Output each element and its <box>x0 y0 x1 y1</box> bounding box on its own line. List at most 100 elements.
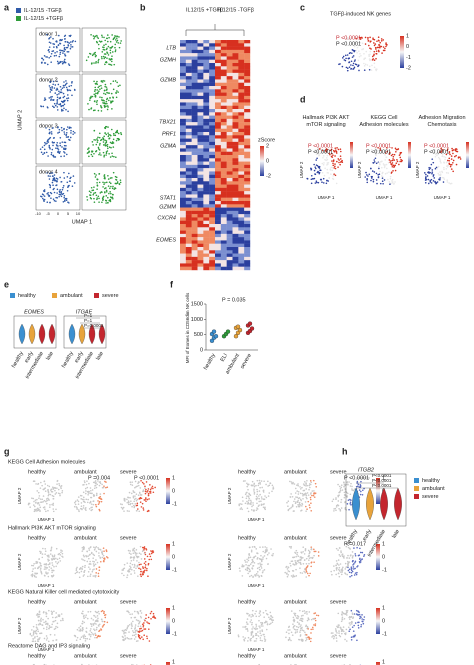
cell-dot <box>314 167 317 170</box>
cell-dot <box>31 570 34 573</box>
cell-dot <box>42 618 44 621</box>
umap-cloud <box>29 609 64 643</box>
cell-dot <box>305 566 308 569</box>
cell-dot <box>258 500 261 503</box>
cell-dot <box>340 160 343 163</box>
cell-dot <box>86 550 88 553</box>
cell-dot <box>140 627 142 630</box>
cell-dot <box>60 105 63 108</box>
cell-dot <box>68 127 71 129</box>
cell-dot <box>373 50 376 53</box>
heatmap-cell <box>191 66 198 70</box>
heatmap-cell <box>185 138 192 143</box>
cell-dot <box>295 505 298 508</box>
cell-dot <box>359 551 362 554</box>
cell-dot <box>256 493 259 496</box>
heatmap-cell <box>180 40 187 44</box>
cell-dot <box>93 172 96 175</box>
cell-dot <box>140 553 142 555</box>
cell-dot <box>105 200 108 202</box>
cell-dot <box>98 502 101 504</box>
heatmap-cell <box>215 102 222 106</box>
cell-dot <box>124 500 126 502</box>
heatmap-cell <box>232 125 239 129</box>
cell-dot <box>115 139 118 142</box>
heatmap-cell <box>220 240 227 244</box>
cell-dot <box>297 490 300 493</box>
cell-dot <box>85 507 87 509</box>
cell-dot <box>56 487 58 489</box>
cell-dot <box>253 491 256 494</box>
cell-dot <box>58 128 61 131</box>
cell-dot <box>426 175 429 177</box>
heatmap-cell <box>203 210 210 215</box>
heatmap-cell <box>197 243 204 248</box>
cell-dot <box>90 186 93 189</box>
cell-dot <box>87 555 89 557</box>
heatmap-cell <box>215 135 222 139</box>
cell-dot <box>340 498 343 501</box>
cell-dot <box>134 486 136 489</box>
heatmap-cell <box>197 266 204 271</box>
cell-dot <box>51 105 54 108</box>
cell-dot <box>306 177 309 180</box>
cell-dot <box>450 158 453 160</box>
cell-dot <box>136 611 139 613</box>
cell-dot <box>309 496 312 499</box>
cell-dot <box>39 563 42 565</box>
heatmap-cell <box>185 86 192 90</box>
cell-dot <box>272 488 274 490</box>
cell-dot <box>344 507 347 510</box>
cell-dot <box>115 156 117 159</box>
heatmap-cell <box>209 266 216 271</box>
cell-dot <box>133 498 136 501</box>
cell-dot <box>379 149 382 152</box>
cell-dot <box>63 155 66 157</box>
cell-dot <box>53 199 56 202</box>
cell-dot <box>237 634 240 636</box>
cell-dot <box>91 570 94 573</box>
cell-dot <box>354 572 357 574</box>
heatmap-cell <box>197 224 204 228</box>
heatmap-cell <box>215 155 222 159</box>
cell-dot <box>102 137 104 139</box>
cell-dot <box>382 39 385 41</box>
cell-dot <box>290 610 293 612</box>
cell-dot <box>341 614 343 616</box>
cell-dot <box>133 566 135 569</box>
cell-dot <box>56 562 59 565</box>
heatmap-cell <box>185 220 192 225</box>
cell-dot <box>43 487 46 490</box>
cell-dot <box>96 626 98 629</box>
cell-dot <box>310 178 313 181</box>
cell-dot <box>363 58 365 61</box>
heatmap-cell <box>180 201 187 205</box>
cell-dot <box>111 51 114 53</box>
cell-dot <box>248 493 251 496</box>
heatmap-cell <box>232 112 239 116</box>
heatmap-cell <box>238 204 245 208</box>
cell-dot <box>140 630 142 633</box>
p-value: P <0.0001 <box>308 143 333 149</box>
cell-dot <box>72 133 74 135</box>
cell-dot <box>349 618 351 620</box>
cell-dot <box>141 636 143 638</box>
cell-dot <box>143 622 145 624</box>
cell-dot <box>55 177 58 180</box>
cell-dot <box>109 49 112 52</box>
cell-dot <box>248 553 250 556</box>
cell-dot <box>341 568 344 570</box>
cell-dot <box>259 639 262 642</box>
heatmap-cell <box>191 224 198 228</box>
cell-dot <box>93 561 96 563</box>
cell-dot <box>289 507 291 510</box>
cell-dot <box>316 164 319 167</box>
cell-dot <box>153 616 156 619</box>
cell-dot <box>59 144 62 147</box>
cell-dot <box>317 153 319 155</box>
cell-dot <box>358 69 360 72</box>
cell-dot <box>48 493 50 496</box>
cell-dot <box>46 626 48 628</box>
cell-dot <box>131 481 134 483</box>
cell-dot <box>115 176 118 179</box>
